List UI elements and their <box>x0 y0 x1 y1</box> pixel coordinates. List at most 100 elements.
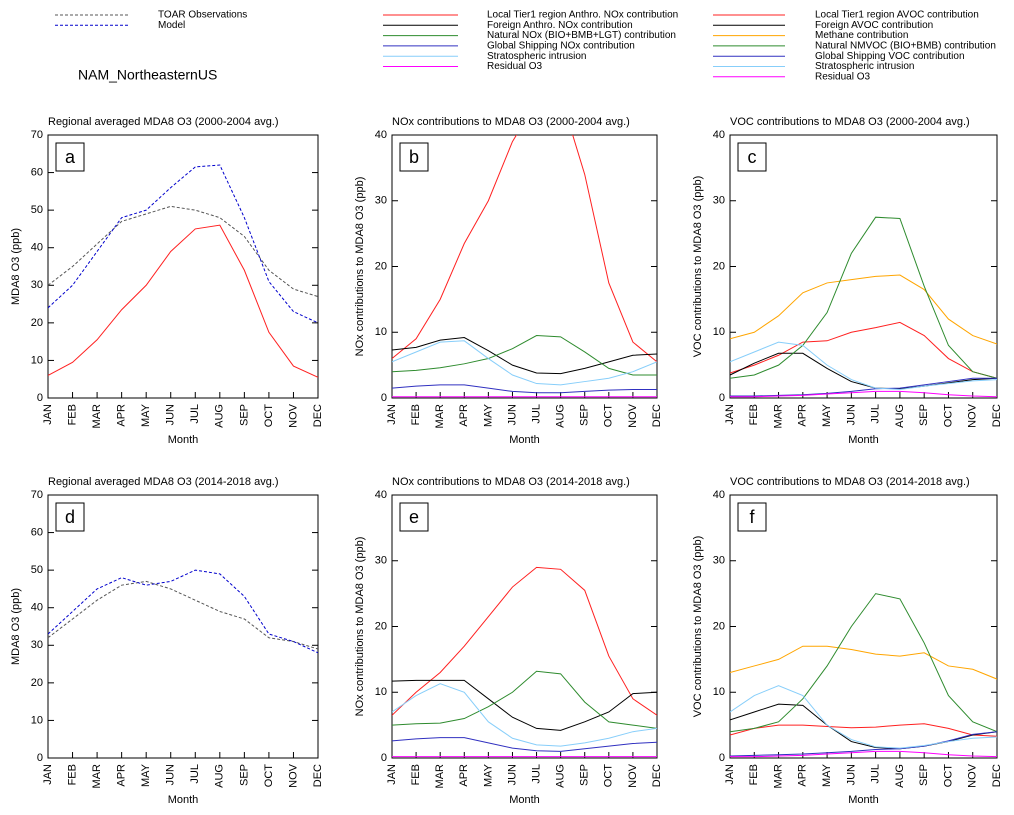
x-tick-label: MAY <box>482 763 494 787</box>
x-axis-label: Month <box>168 794 199 806</box>
series-line <box>730 321 997 379</box>
legend-label: Natural NOx (BIO+BMB+LGT) contribution <box>487 30 676 41</box>
y-tick-label: 20 <box>31 677 43 689</box>
x-tick-label: JUN <box>845 404 857 425</box>
y-tick-label: 0 <box>719 392 725 404</box>
legend-label: Local Tier1 region Anthro. NOx contribut… <box>487 10 678 21</box>
y-tick-label: 20 <box>375 260 387 272</box>
x-tick-label: MAR <box>772 404 784 429</box>
x-tick-label: MAR <box>91 404 103 429</box>
y-tick-label: 20 <box>31 317 43 329</box>
x-axis-label: Month <box>848 434 879 446</box>
panel-label-box <box>737 502 767 532</box>
series-line <box>48 569 318 654</box>
x-tick-label: NOV <box>967 763 979 788</box>
y-tick-label: 30 <box>31 279 43 291</box>
y-tick-label: 10 <box>375 326 387 338</box>
chart-title: NOx contributions to MDA8 O3 (2000-2004 … <box>392 116 630 128</box>
x-tick-label: AUG <box>894 404 906 428</box>
x-tick-label: JAN <box>724 404 736 425</box>
x-tick-label: DEC <box>991 404 1003 427</box>
chart-title: NOx contributions to MDA8 O3 (2014-2018 … <box>392 476 630 488</box>
x-tick-label: OCT <box>603 404 615 428</box>
series-line <box>730 274 997 345</box>
y-tick-label: 20 <box>713 260 725 272</box>
x-tick-label: OCT <box>942 404 954 428</box>
region-label: NAM_NortheasternUS <box>78 67 217 83</box>
x-axis-label: Month <box>509 434 540 446</box>
y-tick-label: 20 <box>375 620 387 632</box>
legend-label: Residual O3 <box>487 61 542 72</box>
x-tick-label: MAY <box>140 763 152 787</box>
y-tick-label: 40 <box>31 602 43 614</box>
y-tick-label: 0 <box>381 392 387 404</box>
x-tick-label: FEB <box>748 764 760 785</box>
x-tick-label: APR <box>458 764 470 787</box>
x-tick-label: AUG <box>214 764 226 788</box>
x-tick-label: SEP <box>238 404 250 426</box>
series-line <box>730 216 997 379</box>
legend-label: Global Shipping NOx contribution <box>487 41 635 52</box>
x-tick-label: MAR <box>91 764 103 789</box>
y-axis-label: VOC contributions to MDA8 O3 (ppb) <box>692 176 704 358</box>
y-tick-label: 30 <box>713 195 725 207</box>
x-tick-label: MAY <box>482 403 494 427</box>
y-tick-label: 10 <box>713 326 725 338</box>
series-line <box>48 164 318 324</box>
y-tick-label: 10 <box>31 714 43 726</box>
y-tick-label: 70 <box>31 129 43 141</box>
y-tick-label: 50 <box>31 204 43 216</box>
series-line <box>392 566 657 716</box>
plot-frame <box>391 134 658 399</box>
x-tick-label: OCT <box>263 404 275 428</box>
y-tick-label: 40 <box>713 129 725 141</box>
panel-label-box <box>737 142 767 172</box>
x-tick-label: JAN <box>724 764 736 785</box>
x-tick-label: OCT <box>942 764 954 788</box>
y-axis-label: NOx contributions to MDA8 O3 (ppb) <box>354 177 366 357</box>
x-tick-label: DEC <box>651 404 663 427</box>
series-line <box>48 224 318 378</box>
legend-label: Stratospheric intrusion <box>815 61 915 72</box>
legend-label: TOAR Observations <box>158 10 247 21</box>
series-line <box>730 377 997 397</box>
y-tick-label: 40 <box>375 489 387 501</box>
x-tick-label: NOV <box>627 403 639 428</box>
series-line <box>392 670 657 729</box>
y-tick-label: 40 <box>31 242 43 254</box>
series-line <box>730 723 997 737</box>
x-tick-label: JAN <box>386 404 398 425</box>
series-line <box>392 340 657 386</box>
series-line <box>392 135 657 363</box>
x-tick-label: JAN <box>42 764 54 785</box>
panel-label-box <box>399 142 429 172</box>
legend-label: Foreign Anthro. NOx contribution <box>487 20 633 31</box>
series-line <box>392 336 657 375</box>
y-tick-label: 10 <box>31 354 43 366</box>
y-axis-label: VOC contributions to MDA8 O3 (ppb) <box>692 536 704 718</box>
plot-frame <box>391 494 658 759</box>
x-tick-label: JAN <box>42 404 54 425</box>
series-line <box>392 679 657 731</box>
series-line <box>392 335 657 376</box>
x-tick-label: NOV <box>287 763 299 788</box>
panel-label: f <box>749 507 755 527</box>
x-tick-label: NOV <box>967 403 979 428</box>
x-tick-label: DEC <box>312 404 324 427</box>
y-axis-label: MDA8 O3 (ppb) <box>10 228 22 305</box>
panel-label: c <box>748 147 757 167</box>
panel-label: b <box>409 147 419 167</box>
legend-label: Foreign AVOC contribution <box>815 20 933 31</box>
x-tick-label: APR <box>458 404 470 427</box>
panel-label: a <box>65 147 76 167</box>
y-tick-label: 70 <box>31 489 43 501</box>
x-tick-label: DEC <box>991 764 1003 787</box>
legend-label: Global Shipping VOC contribution <box>815 51 965 62</box>
y-tick-label: 40 <box>375 129 387 141</box>
x-tick-label: FEB <box>410 404 422 425</box>
panel-label-box <box>55 142 85 172</box>
x-tick-label: APR <box>797 764 809 787</box>
x-tick-label: JAN <box>386 764 398 785</box>
x-axis-label: Month <box>848 794 879 806</box>
